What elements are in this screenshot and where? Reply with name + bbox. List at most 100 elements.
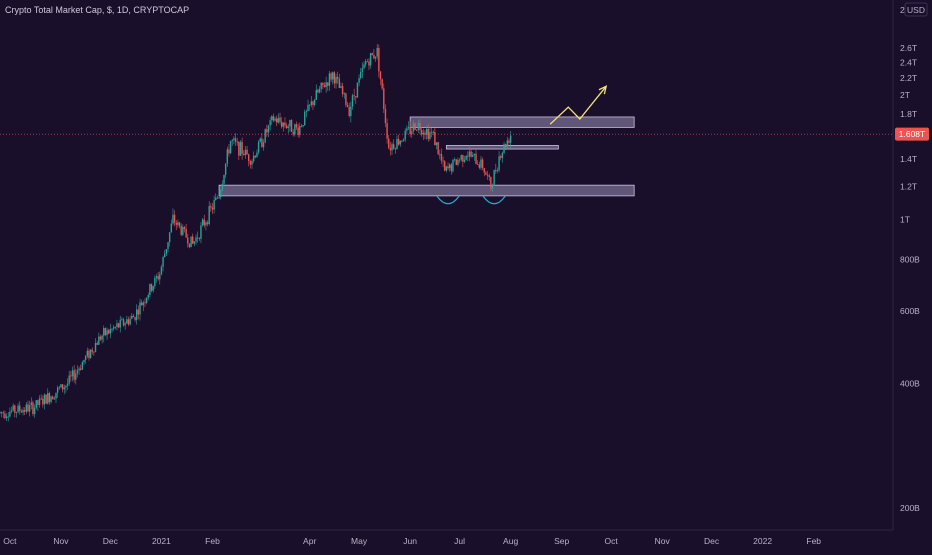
candle-body: [422, 132, 425, 135]
candle-body: [302, 125, 304, 127]
time-axis[interactable]: Oct Nov Dec 2021 Feb Apr May Jun Jul Aug Sep Oct Nov…: [3, 536, 821, 546]
candle-body: [407, 127, 410, 129]
candle-body: [213, 200, 215, 210]
candle-body: [333, 72, 336, 84]
candle-body: [305, 111, 308, 112]
candle-body: [256, 152, 258, 158]
candle-body: [221, 183, 224, 191]
candle-body: [96, 343, 98, 345]
candle-body: [0, 412, 3, 413]
candle-body: [108, 330, 110, 334]
symbol-title: Crypto Total Market Cap, $, 1D, CRYPTOCA…: [5, 5, 190, 15]
price-zone: [409, 116, 635, 128]
candle-body: [203, 219, 205, 226]
candle-body: [289, 119, 291, 127]
candle-body: [164, 253, 166, 258]
candle-body: [439, 153, 441, 155]
candle-body: [231, 140, 233, 141]
y-tick-label: 1.8T: [900, 109, 917, 119]
candle-body: [157, 276, 159, 280]
candle-body: [416, 129, 418, 131]
candle-body: [412, 123, 415, 132]
candle-body: [61, 384, 64, 390]
candle-body: [152, 286, 154, 291]
candle-body: [432, 131, 434, 133]
currency-label: USD: [907, 5, 925, 15]
candle-body: [467, 155, 469, 157]
candle-body: [353, 95, 355, 97]
candle-body: [4, 413, 6, 419]
candle-body: [2, 412, 4, 414]
candle-body: [28, 405, 31, 412]
x-tick-label: Dec: [103, 536, 119, 546]
candle-body: [71, 370, 74, 377]
x-tick-label: Jun: [403, 536, 417, 546]
candle-body: [462, 155, 464, 162]
candle-body: [12, 405, 14, 411]
candle-body: [251, 161, 253, 165]
candle-body: [388, 138, 390, 148]
candle-body: [188, 243, 191, 248]
candle-body: [190, 236, 192, 248]
candle-body: [406, 128, 408, 131]
candle-body: [498, 156, 500, 171]
candle-body: [284, 122, 286, 126]
candle-body: [358, 78, 360, 83]
candle-body: [386, 123, 388, 139]
price-axis[interactable]: 2.6T 2.4T 2.2T 2T 1.8T 1.4T 1.2T 1T 800B 600B 400B…: [900, 43, 920, 513]
projection-arrow: [549, 85, 607, 125]
candle-body: [472, 155, 474, 157]
candle-body: [226, 149, 229, 164]
candle-body: [89, 349, 92, 358]
candle-body: [47, 393, 49, 404]
candle-body: [411, 131, 413, 135]
candle-body: [131, 315, 133, 319]
candle-body: [88, 350, 90, 358]
candle-body: [53, 398, 56, 400]
candle-body: [503, 144, 505, 153]
candle-body: [145, 297, 148, 303]
candle-body: [473, 153, 476, 156]
candle-body: [180, 226, 182, 235]
candle-body: [308, 104, 311, 106]
candle-body: [177, 222, 179, 225]
candle-body: [239, 141, 242, 156]
candle-body: [330, 73, 332, 80]
candle-body: [14, 405, 16, 413]
candle-body: [322, 82, 324, 86]
candle-body: [292, 131, 294, 135]
x-tick-label: Aug: [503, 536, 518, 546]
candle-body: [114, 326, 117, 328]
candle-body: [504, 144, 507, 148]
candle-body: [391, 144, 393, 151]
candle-body: [506, 140, 509, 148]
candle-body: [32, 402, 34, 415]
candle-body: [475, 153, 477, 165]
currency-badge[interactable]: USD: [904, 2, 928, 17]
candle-body: [351, 95, 354, 107]
candle-body: [19, 405, 21, 412]
candle-body: [132, 315, 135, 318]
double-bottom-arc: [436, 195, 460, 205]
candle-body: [383, 88, 385, 109]
candle-body: [397, 138, 400, 145]
candle-body: [142, 302, 145, 306]
candle-body: [106, 330, 108, 335]
candle-body: [15, 412, 18, 413]
candle-body: [172, 214, 174, 224]
candle-body: [366, 61, 369, 63]
candle-body: [328, 73, 331, 86]
candle-body: [394, 148, 397, 150]
y-tick-label: 1.4T: [900, 154, 917, 164]
candle-body: [491, 185, 494, 189]
candle-body: [254, 155, 257, 158]
candle-body: [430, 132, 433, 134]
candle-body: [304, 111, 306, 126]
candle-body: [137, 309, 140, 315]
candle-body: [318, 88, 321, 93]
candle-body: [93, 351, 95, 353]
candle-body: [25, 404, 28, 412]
candle-body: [285, 125, 288, 129]
